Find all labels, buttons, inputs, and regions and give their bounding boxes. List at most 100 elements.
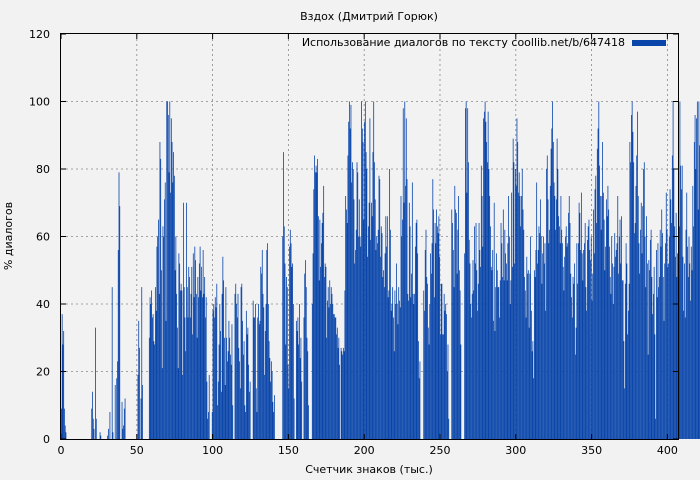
bar [320,266,322,440]
bar [368,202,370,439]
x-tick-label: 250 [429,444,450,457]
bar [242,354,244,440]
bar [552,142,554,439]
bar [511,192,513,439]
bar [186,202,187,439]
bar [187,317,189,439]
bar [642,206,644,439]
bar [543,236,544,439]
bar [490,266,492,440]
bar [137,374,139,440]
bar [220,331,221,439]
bar [308,405,309,439]
bar [662,277,664,439]
bar [481,196,483,439]
bar [356,162,358,439]
bar [498,287,500,440]
bar [324,263,326,439]
bar [256,412,258,439]
bar [415,223,417,439]
bar [603,219,605,439]
bar [62,344,64,439]
bar [288,388,290,440]
bar [630,162,632,439]
bar [235,283,237,439]
bar [612,304,614,439]
bar [580,250,582,439]
bar [108,428,109,440]
bar [479,250,481,439]
bar [667,266,669,440]
bar [314,155,315,439]
bar [655,418,657,439]
bar [411,182,413,439]
bar [358,236,359,439]
bar [549,185,551,440]
bar [693,142,695,439]
bar [558,216,560,439]
x-tick-label: 350 [581,444,602,457]
bar [689,263,691,439]
bar [161,368,163,440]
bar [618,273,619,440]
bar [507,243,509,439]
bar [170,118,172,440]
bar [218,344,220,439]
bar [184,317,186,439]
bar [355,250,356,439]
bar [690,246,692,440]
bar [307,351,309,439]
bar [570,273,572,440]
bar [240,287,242,440]
bar [192,334,193,440]
bar [478,223,480,439]
bar [519,196,521,439]
bar [215,307,217,440]
bar [138,320,140,440]
bar [177,368,179,440]
bar [342,354,344,440]
bar [515,185,517,440]
bar [336,334,337,440]
bar [340,347,342,440]
bar [189,277,190,439]
bar [433,297,435,439]
bar [224,385,226,439]
x-tick-label: 0 [58,444,65,457]
bar [541,283,543,439]
bar [640,229,641,439]
bar [446,371,448,439]
bar [226,337,228,439]
bar [521,196,522,439]
bar [298,344,300,439]
bar [316,172,318,440]
bar [167,115,169,439]
bar [196,337,198,439]
bar [517,142,519,439]
bar [91,408,93,440]
bar [227,361,228,440]
bar [530,236,531,439]
bar [109,412,111,439]
y-tick-label: 80 [36,163,50,176]
bar [264,331,266,439]
y-tick-label: 100 [29,96,50,109]
bar [651,277,653,439]
bar [112,432,114,439]
bar [321,223,323,439]
bar [618,236,620,439]
bar [497,287,499,440]
bar [352,169,354,439]
bar [61,314,63,440]
bar [286,277,287,439]
bar [537,263,538,439]
bar [483,111,485,440]
bar [311,304,313,439]
bar [665,192,667,439]
bar [327,287,329,440]
bar [186,287,188,440]
bar [577,283,578,439]
chart-title: Вздох (Дмитрий Горюк) [300,10,438,23]
bar [304,273,306,440]
bar [683,310,685,439]
